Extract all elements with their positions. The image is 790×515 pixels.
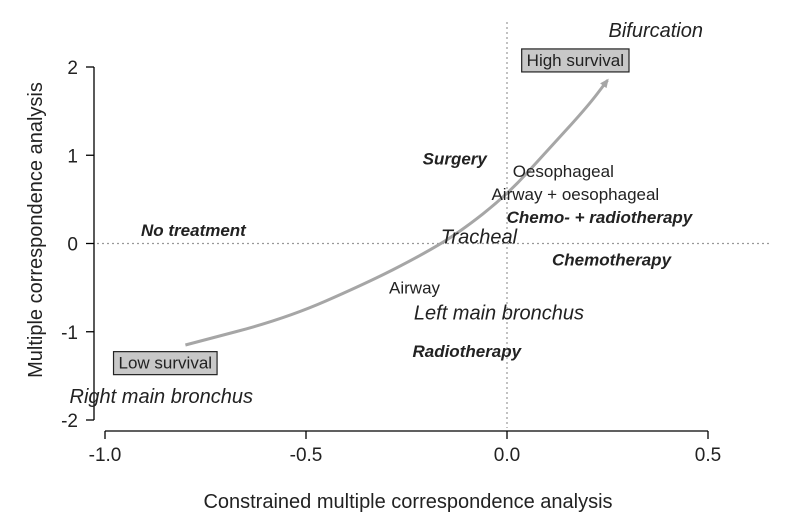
category-label-no-treatment: No treatment [141,221,247,240]
y-tick-label: -1 [61,323,78,344]
survival-annotations: High survival Low survival [112,48,630,376]
annotation-box [521,48,630,73]
x-tick-label: 0.0 [494,445,520,466]
category-label-surgery: Surgery [423,150,489,169]
y-tick-label: 2 [67,58,78,79]
x-axis-ticks: -1.0 -0.5 0.0 0.5 [89,431,721,466]
category-label-right-main-bronchus: Right main bronchus [70,386,253,408]
annotation-text: Low survival [119,354,213,373]
annotation-text: High survival [527,51,624,70]
category-label-oesophageal: Oesophageal [513,162,614,181]
category-label-bifurcation: Bifurcation [608,20,703,42]
x-axis-title: Constrained multiple correspondence anal… [203,491,612,513]
category-label-left-main-bronchus: Left main bronchus [414,302,584,324]
point-labels: Bifurcation Surgery Oesophageal Airway + oe… [70,20,703,408]
category-label-radiotherapy: Radiotherapy [412,342,522,361]
category-label-tracheal: Tracheal [441,226,518,248]
y-axis-ticks: -2 -1 0 1 2 [61,58,94,432]
x-tick-label: -1.0 [89,445,122,466]
y-tick-label: 1 [67,146,78,167]
category-label-airway: Airway [389,279,441,298]
annotation-low-survival: Low survival [112,351,218,376]
category-label-chemo-radiotherapy: Chemo- + radiotherapy [507,208,694,227]
category-label-airway-oesophageal: Airway + oesophageal [491,185,659,204]
y-tick-label: -2 [61,411,78,432]
annotation-box [112,351,218,376]
y-tick-label: 0 [67,235,78,256]
survival-trend-arrow [185,78,609,347]
x-tick-label: -0.5 [290,445,323,466]
y-axis-title: Multiple correspondence analysis [25,82,47,378]
annotation-high-survival: High survival [521,48,630,73]
category-label-chemotherapy: Chemotherapy [552,250,673,269]
x-tick-label: 0.5 [695,445,721,466]
